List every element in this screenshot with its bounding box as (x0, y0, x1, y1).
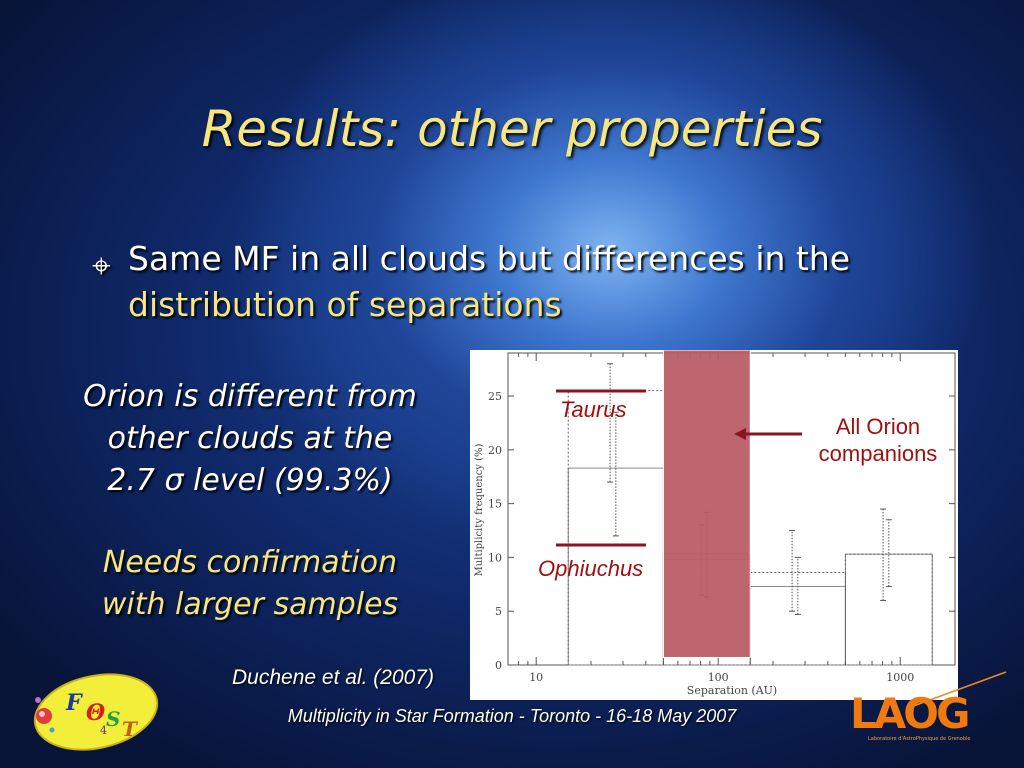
confirmation-note: Needs confirmation with larger samples (40, 542, 460, 626)
significance-note: Orion is different from other clouds at … (40, 376, 460, 502)
fost-letter-s: S (106, 707, 120, 731)
confirmation-note-line2: with larger samples (101, 587, 399, 622)
x-tick-label: 100 (708, 671, 729, 684)
bullet-crosshair-icon: ⌖ (92, 246, 111, 285)
bullet-text-highlight: distribution of separations (128, 285, 562, 324)
y-tick-label: 5 (495, 605, 502, 618)
fost-logo-icon: F Θ S T 4 (33, 673, 159, 751)
x-axis-label: Separation (AU) (687, 684, 777, 697)
orion-label-line2: companions (819, 441, 938, 466)
laog-logo-caption: Laboratoire d'AstroPhysique de Grenoble (868, 736, 971, 742)
y-tick-label: 0 (495, 659, 502, 672)
ophiuchus-label: Ophiuchus (538, 556, 643, 581)
x-tick-label: 1000 (886, 671, 914, 684)
fost-letter-theta: Θ (86, 700, 105, 726)
y-axis-label: Multiplicity frequency (%) (474, 443, 485, 576)
fost-letter-t: T (122, 717, 139, 741)
citation: Duchene et al. (2007) (232, 666, 434, 689)
orion-label-line1: All Orion (836, 414, 920, 439)
bullet-text: Same MF in all clouds but differences in… (92, 236, 952, 328)
bullet-point: ⌖ Same MF in all clouds but differences … (92, 236, 952, 328)
fost-logo: F Θ S T 4 (18, 670, 168, 760)
laog-logo-icon: LAOG Laboratoire d'AstroPhysique de Gren… (850, 671, 1007, 742)
y-tick-label: 20 (488, 444, 502, 457)
footer-text: Multiplicity in Star Formation - Toronto… (287, 706, 737, 726)
orion-companions-band (662, 350, 751, 658)
x-tick-label: 10 (529, 671, 543, 684)
chart-svg: 0 5 10 15 20 25 10 100 1000 Multiplicity frequen… (470, 350, 958, 700)
fost-subscript: 4 (100, 724, 107, 737)
significance-note-line1: Orion is different from (83, 379, 417, 414)
bar-ophiuchus-3 (844, 553, 933, 666)
laog-logo-text: LAOG (850, 689, 968, 738)
laog-logo: LAOG Laboratoire d'AstroPhysique de Gren… (848, 668, 1008, 748)
y-tick-label: 15 (488, 498, 502, 511)
confirmation-note-line1: Needs confirmation (102, 545, 398, 580)
orion-arrow-head-icon (734, 428, 746, 440)
taurus-label: Taurus (560, 397, 626, 422)
y-tick-label: 25 (488, 390, 502, 403)
fost-letter-f: F (65, 690, 83, 716)
y-tick-label: 10 (488, 551, 502, 564)
separation-histogram-chart: 0 5 10 15 20 25 10 100 1000 Multiplicity frequen… (470, 350, 958, 700)
slide-title: Results: other properties (201, 100, 823, 158)
significance-note-line3: 2.7 σ level (99.3%) (107, 463, 393, 498)
bullet-text-plain: Same MF in all clouds but differences in… (128, 239, 851, 278)
significance-note-line2: other clouds at the (107, 421, 393, 456)
